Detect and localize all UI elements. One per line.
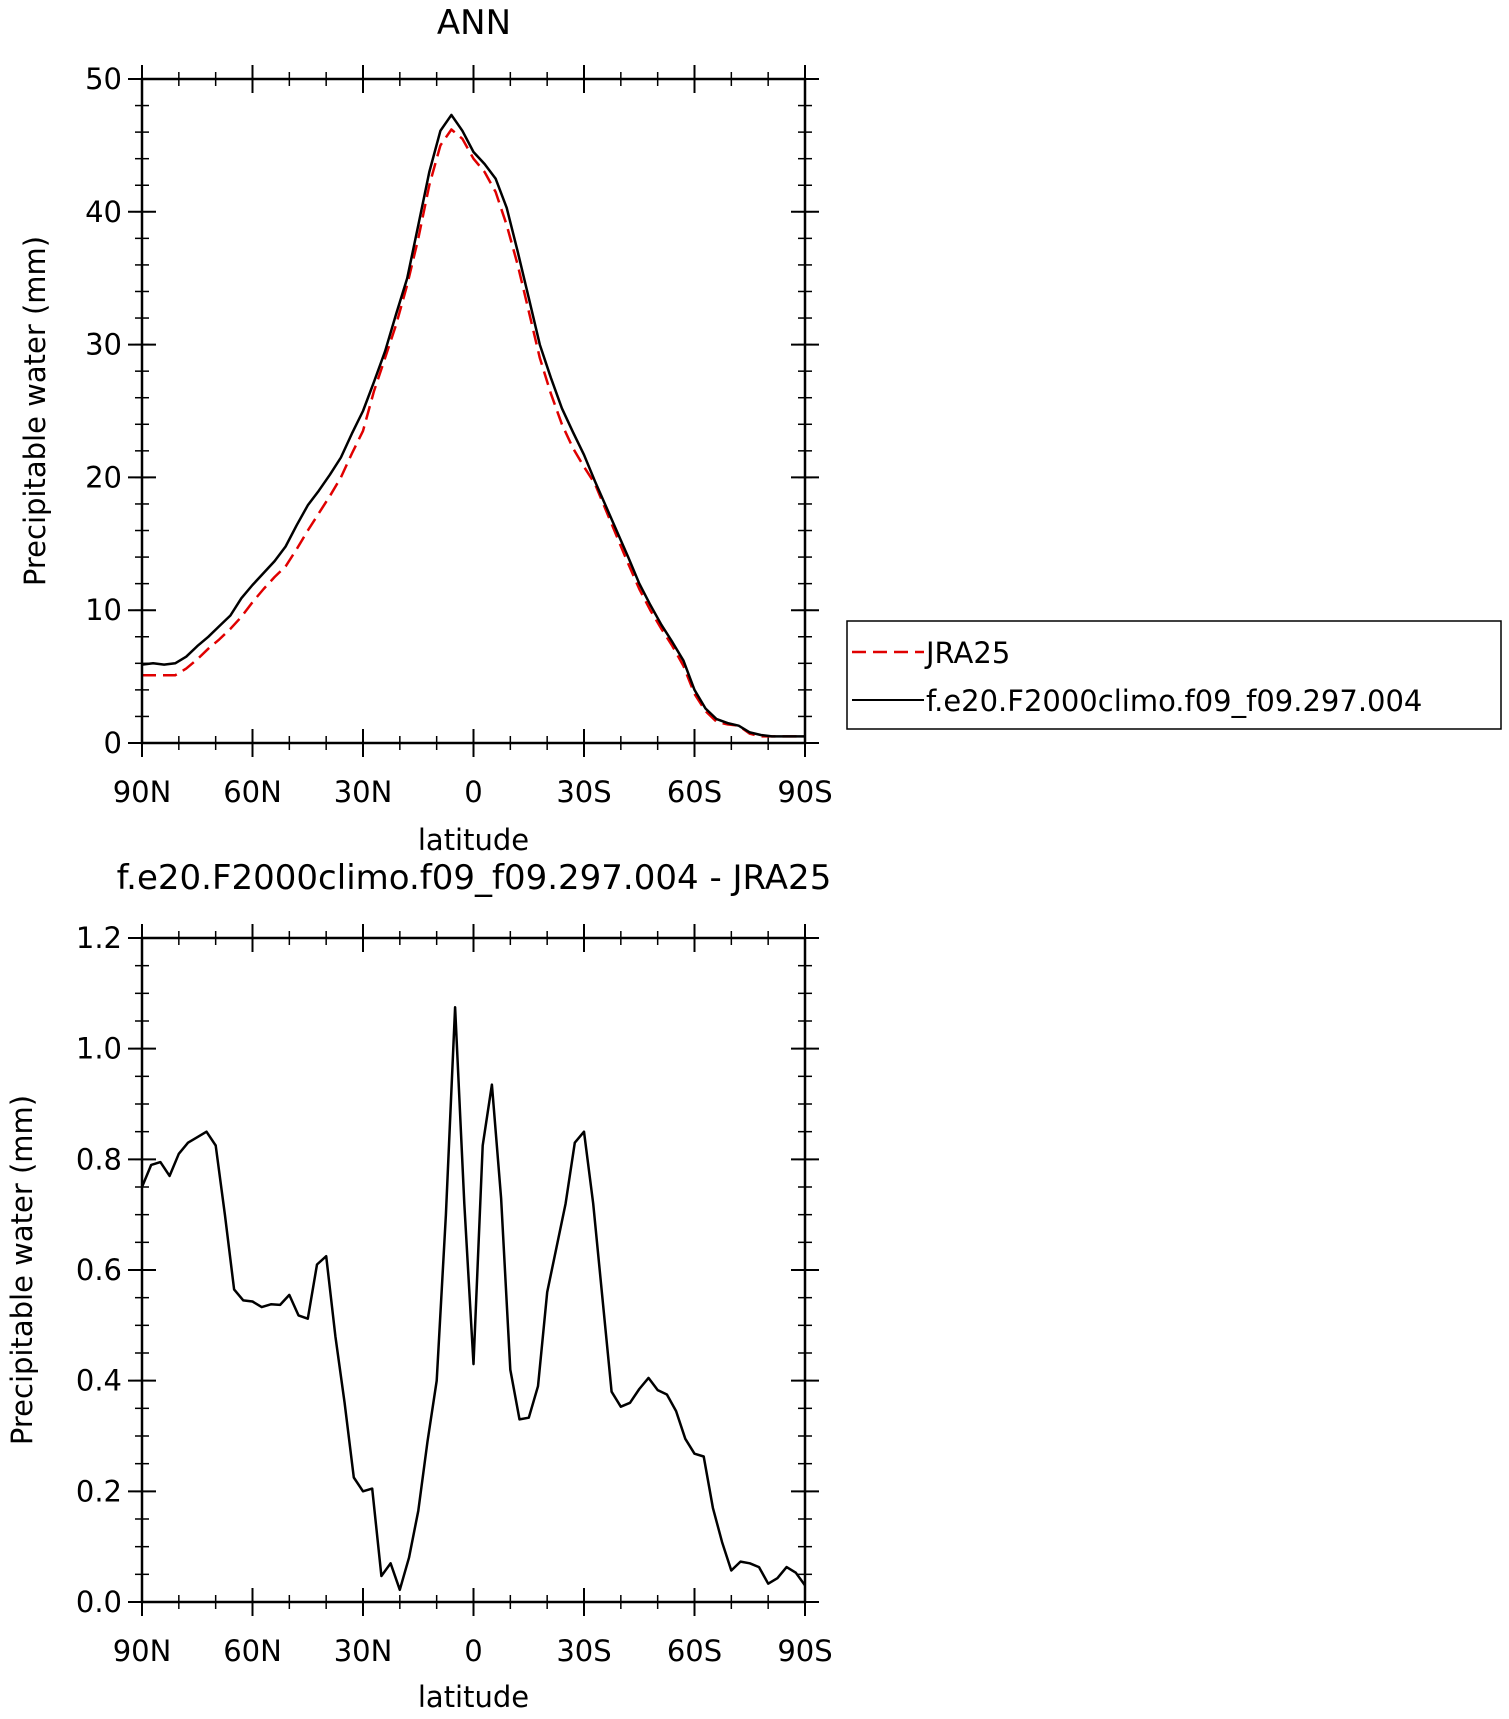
legend: JRA25 f.e20.F2000climo.f09_f09.297.004 [846,620,1502,730]
legend-box [846,620,1502,730]
y-tick-label: 1.0 [76,1032,122,1066]
plot-frame [140,77,807,745]
series-line-f-e20-f2000climo-f09-f09-297-004 [141,113,805,738]
y-tick-label: 10 [85,593,122,627]
x-tick-label: 0 [464,775,482,809]
chart-bottom: f.e20.F2000climo.f09_f09.297.004 - JRA25… [5,858,833,1714]
x-tick-label: 90S [777,1634,832,1668]
x-tick-label: 30N [334,775,393,809]
axis-ticks [128,65,819,757]
y-tick-label: 0.0 [76,1585,122,1619]
x-tick-label: 90N [113,1634,172,1668]
series-group [141,113,805,738]
y-axis-label: Precipitable water (mm) [18,236,52,586]
x-tick-label: 90S [777,775,832,809]
series-group [140,1005,807,1592]
y-tick-label: 50 [85,62,122,96]
x-tick-label: 90N [113,775,172,809]
chart-top: ANN 0 10 20 30 40 50 90N 60N 30N 0 30S 60S 90S latit… [18,3,1502,857]
x-tick-label: 30S [556,1634,611,1668]
y-tick-label: 0.6 [76,1253,122,1287]
legend-label-jra25: JRA25 [924,636,1010,670]
y-tick-label: 0.2 [76,1474,122,1508]
y-tick-label: 40 [85,195,122,229]
x-tick-label: 60S [667,1634,722,1668]
x-tick-label: 30N [334,1634,393,1668]
x-tick-label: 60N [223,775,282,809]
chart-title: ANN [437,3,511,43]
legend-label-model: f.e20.F2000climo.f09_f09.297.004 [926,684,1422,718]
series-line-jra25 [142,128,805,738]
tick-labels: 0 10 20 30 40 50 90N 60N 30N 0 30S 60S 90S [85,62,833,809]
y-tick-label: 0.8 [76,1142,122,1176]
plot-frame [140,936,807,1604]
x-tick-label: 60S [667,775,722,809]
x-tick-label: 0 [464,1634,482,1668]
x-axis-label: latitude [418,1680,529,1714]
y-tick-label: 20 [85,460,122,494]
x-axis-label: latitude [418,823,529,857]
y-tick-label: 0 [104,726,122,760]
y-axis-label: Precipitable water (mm) [5,1095,39,1445]
y-tick-label: 1.2 [76,921,122,955]
y-tick-label: 30 [85,328,122,362]
x-tick-label: 60N [223,1634,282,1668]
y-tick-label: 0.4 [76,1364,122,1398]
x-tick-label: 30S [556,775,611,809]
tick-labels: 0.0 0.2 0.4 0.6 0.8 1.0 1.2 90N 60N 30N 0 30S 60S 90S [76,921,833,1668]
series-line-difference [140,1005,807,1592]
chart-title: f.e20.F2000climo.f09_f09.297.004 - JRA25 [117,858,832,898]
